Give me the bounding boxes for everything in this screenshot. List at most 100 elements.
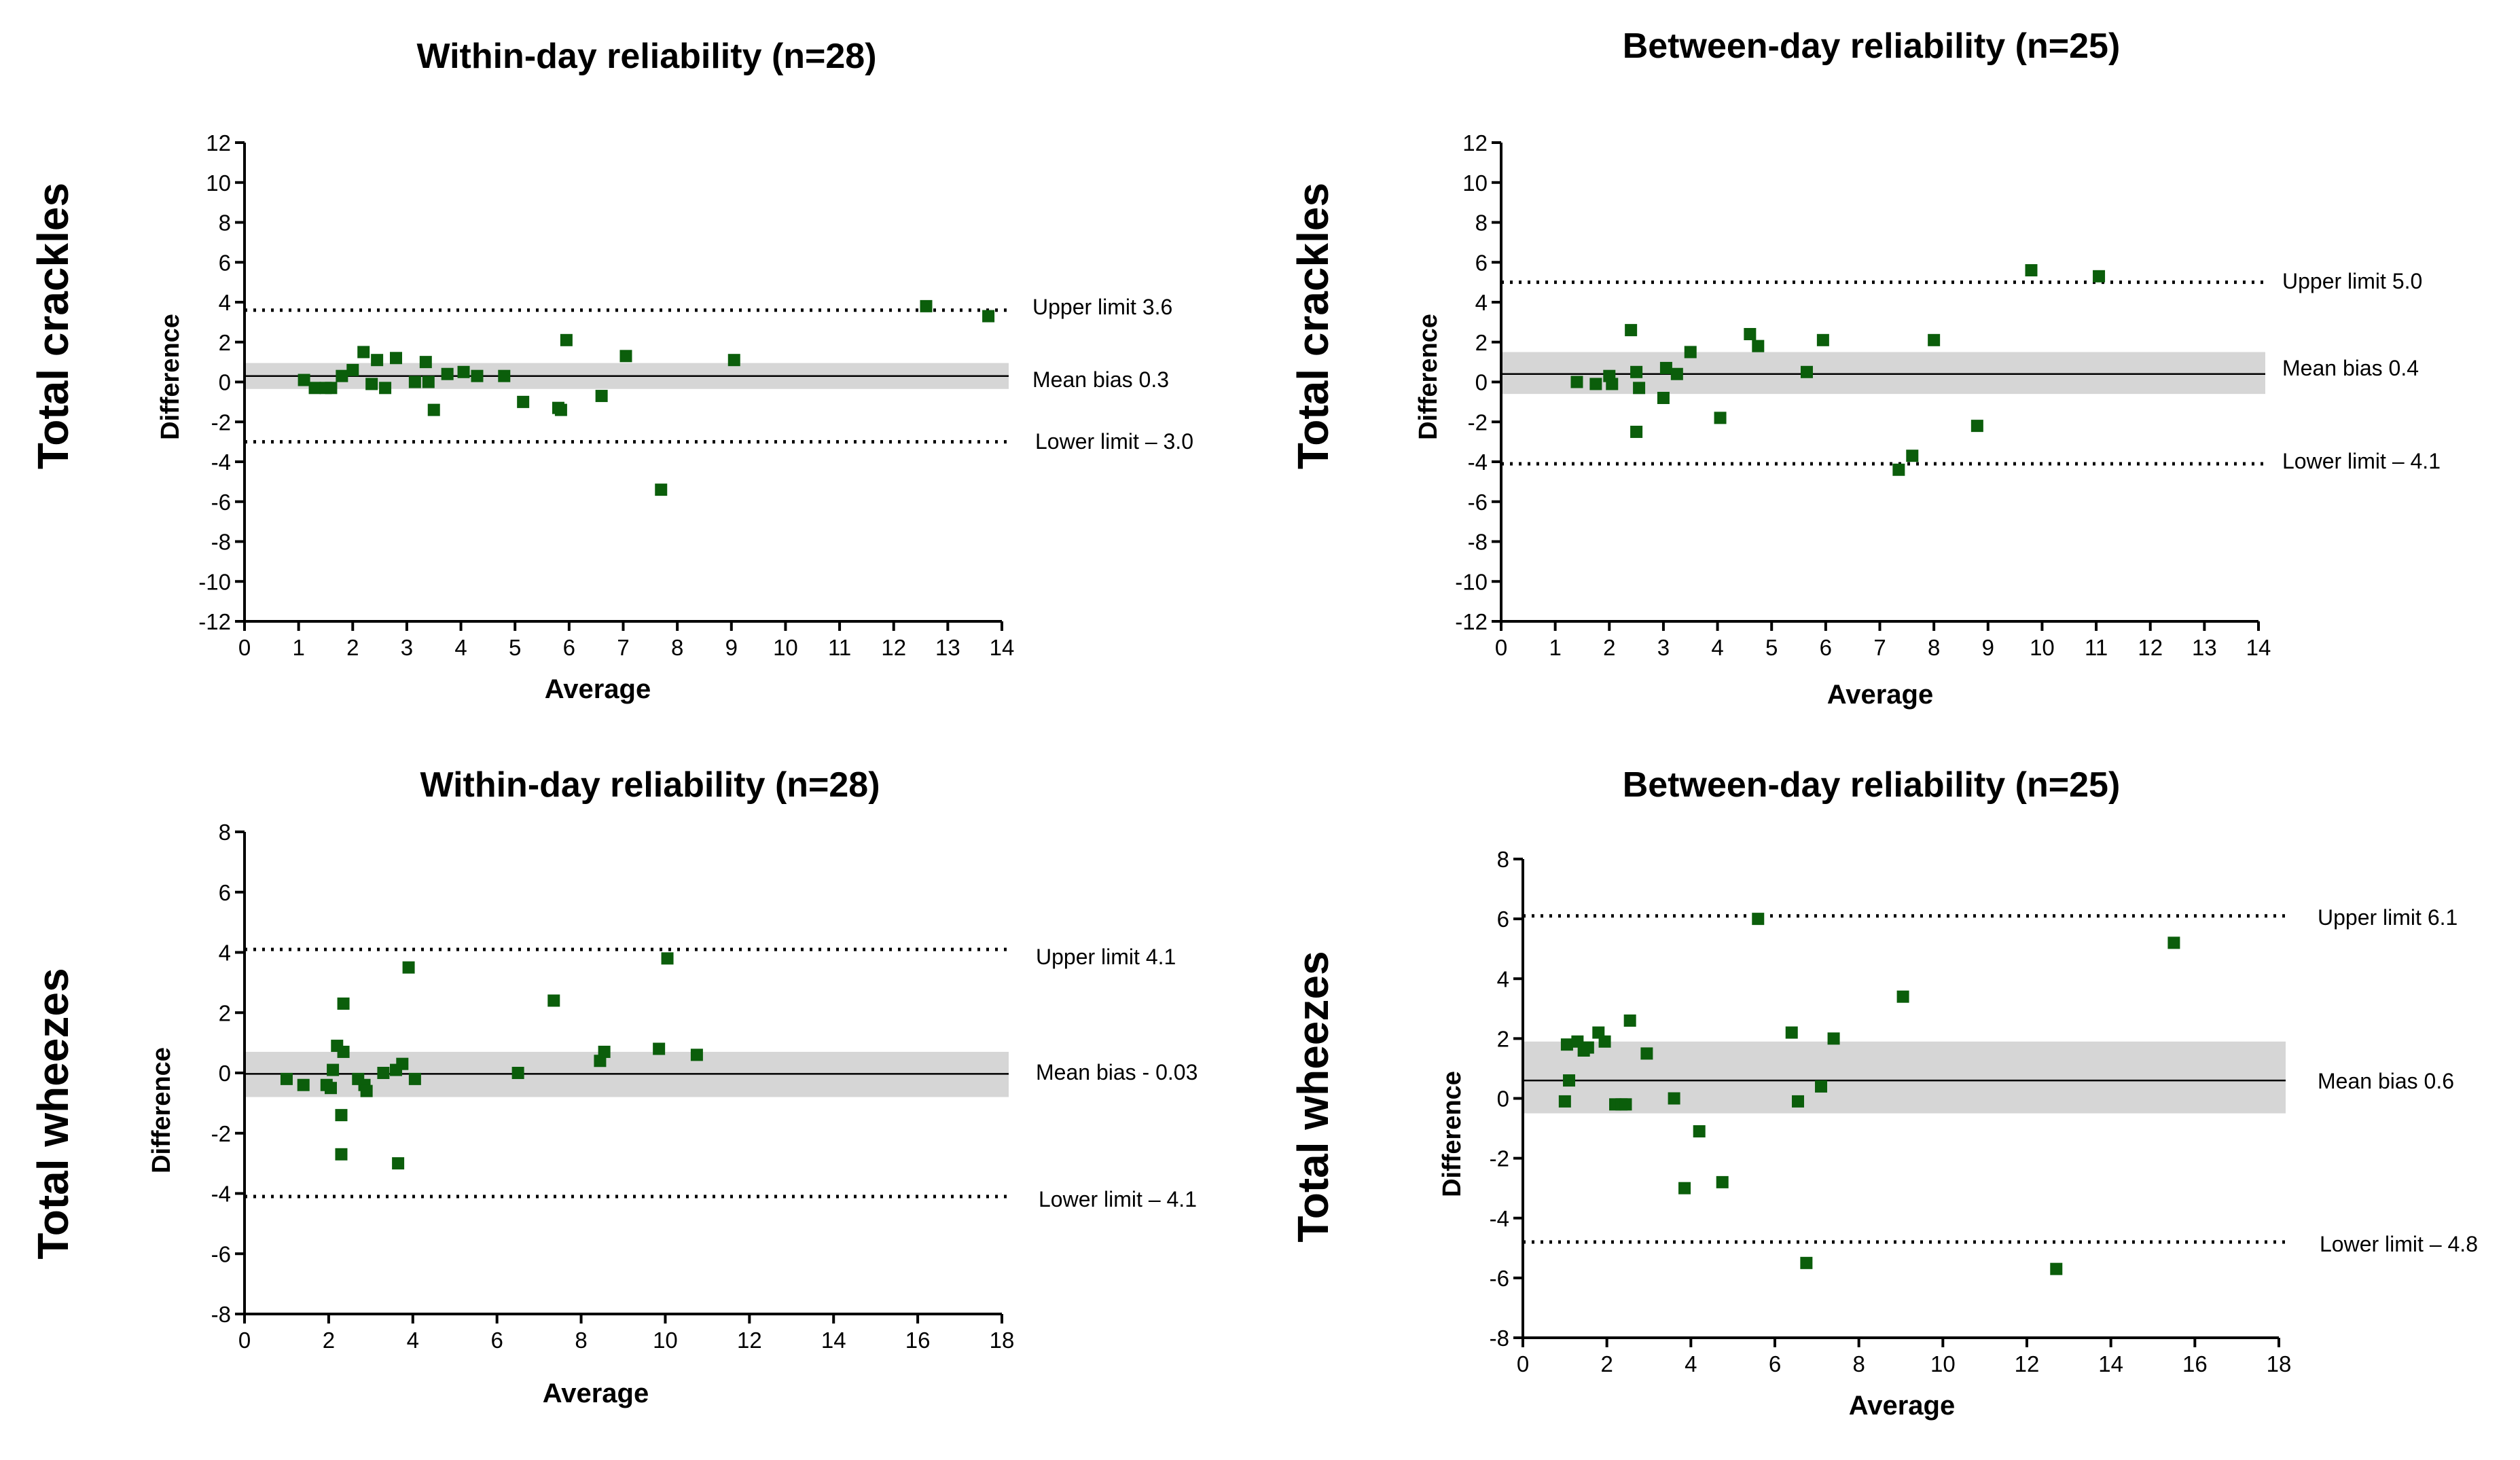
x-tick-label: 9 <box>725 635 738 660</box>
x-tick-label: 2 <box>323 1328 335 1353</box>
data-point <box>1581 1041 1594 1054</box>
data-point <box>1558 1095 1571 1108</box>
x-tick-label: 1 <box>1549 635 1561 660</box>
data-point <box>377 1067 390 1079</box>
x-tick-label: 14 <box>2098 1351 2123 1376</box>
chart-title: Between-day reliability (n=25) <box>1623 765 2121 805</box>
data-point <box>547 994 560 1007</box>
data-point <box>598 1045 611 1058</box>
y-tick-label: -8 <box>1468 530 1488 555</box>
data-point <box>422 376 435 388</box>
data-point <box>1716 1175 1729 1188</box>
data-point <box>1633 382 1646 395</box>
x-tick-label: 6 <box>1820 635 1832 660</box>
y-tick-label: -4 <box>1490 1206 1509 1231</box>
y-axis-label: Difference <box>1438 1071 1466 1197</box>
y-tick-label: -12 <box>1455 609 1488 634</box>
data-point <box>498 369 511 382</box>
data-point <box>419 356 432 369</box>
chart-title: Within-day reliability (n=28) <box>416 37 876 76</box>
y-tick-label: 2 <box>1475 330 1488 355</box>
panel-wheezes-between-day: Between-day reliability (n=25) Total whe… <box>1289 765 2478 1421</box>
bias-band <box>1501 352 2265 395</box>
y-axis-label: Difference <box>147 1047 176 1173</box>
y-tick-label: 8 <box>1475 211 1488 236</box>
data-point <box>1670 367 1683 380</box>
y-tick-label: -2 <box>211 409 231 435</box>
data-point <box>554 403 567 416</box>
data-point <box>1752 340 1765 352</box>
x-tick-label: 12 <box>737 1328 762 1353</box>
x-tick-label: 2 <box>1600 1351 1613 1376</box>
data-point <box>337 997 350 1010</box>
y-tick-label: -10 <box>1455 569 1488 594</box>
x-tick-label: 7 <box>1873 635 1886 660</box>
data-point <box>1619 1098 1632 1111</box>
x-tick-label: 10 <box>1930 1351 1956 1376</box>
data-point <box>1800 1256 1813 1269</box>
data-point <box>1906 450 1919 462</box>
x-tick-label: 3 <box>1657 635 1670 660</box>
x-tick-label: 2 <box>346 635 359 660</box>
y-tick-label: -4 <box>211 450 231 475</box>
lower-limit-label: Lower limit – 4.8 <box>2320 1232 2478 1256</box>
y-tick-label: 2 <box>1497 1026 1509 1051</box>
y-tick-label: 10 <box>1462 170 1488 196</box>
y-tick-label: 2 <box>219 330 231 355</box>
data-point <box>1714 412 1727 424</box>
y-tick-label: -2 <box>1468 409 1488 435</box>
mean-bias-label: Mean bias 0.4 <box>2282 356 2419 380</box>
data-point <box>1630 425 1643 438</box>
x-axis-label: Average <box>543 1379 649 1408</box>
x-tick-label: 12 <box>2015 1351 2040 1376</box>
x-tick-label: 5 <box>1765 635 1778 660</box>
x-tick-label: 7 <box>617 635 629 660</box>
data-point <box>1892 463 1905 476</box>
data-point <box>324 1082 337 1095</box>
data-point <box>1606 378 1619 390</box>
x-tick-label: 16 <box>2182 1351 2208 1376</box>
data-point <box>457 365 470 378</box>
x-tick-label: 3 <box>401 635 413 660</box>
x-tick-label: 2 <box>1603 635 1615 660</box>
x-tick-label: 4 <box>1685 1351 1697 1376</box>
x-tick-label: 11 <box>2085 635 2108 660</box>
panel-crackles-within-day: Within-day reliability (n=28) Total crac… <box>29 37 1193 704</box>
x-tick-label: 0 <box>1517 1351 1529 1376</box>
y-tick-label: -4 <box>211 1182 231 1207</box>
y-tick-label: 4 <box>1497 966 1509 991</box>
data-point <box>1640 1047 1653 1060</box>
x-tick-label: 0 <box>238 1328 251 1353</box>
lower-limit-label: Lower limit – 3.0 <box>1035 429 1193 454</box>
data-point <box>371 354 384 367</box>
data-point <box>1560 1038 1573 1051</box>
x-tick-label: 11 <box>828 635 851 660</box>
y-tick-label: -6 <box>1490 1266 1509 1291</box>
data-point <box>1598 1035 1611 1048</box>
y-tick-label: -10 <box>198 569 231 594</box>
y-tick-label: -8 <box>211 530 231 555</box>
data-point <box>392 1157 405 1170</box>
row-label: Total crackles <box>29 183 77 469</box>
y-tick-label: 10 <box>206 170 231 196</box>
x-tick-label: 6 <box>1769 1351 1781 1376</box>
upper-limit-label: Upper limit 6.1 <box>2318 905 2458 930</box>
x-tick-label: 12 <box>881 635 906 660</box>
data-point <box>1625 324 1638 337</box>
data-point <box>560 333 573 346</box>
x-tick-label: 13 <box>935 635 960 660</box>
y-tick-label: 6 <box>1475 250 1488 275</box>
data-point <box>365 378 378 390</box>
data-point <box>402 961 415 974</box>
bias-band <box>1523 1041 2286 1114</box>
data-point <box>297 1078 310 1091</box>
data-point <box>920 299 933 312</box>
data-point <box>1792 1095 1805 1108</box>
y-axis-label: Difference <box>1414 314 1443 440</box>
data-point <box>1744 328 1757 340</box>
y-tick-label: 12 <box>206 130 231 156</box>
data-point <box>379 382 392 395</box>
y-tick-label: 6 <box>219 880 231 905</box>
x-tick-label: 5 <box>509 635 521 660</box>
data-point <box>396 1057 409 1070</box>
